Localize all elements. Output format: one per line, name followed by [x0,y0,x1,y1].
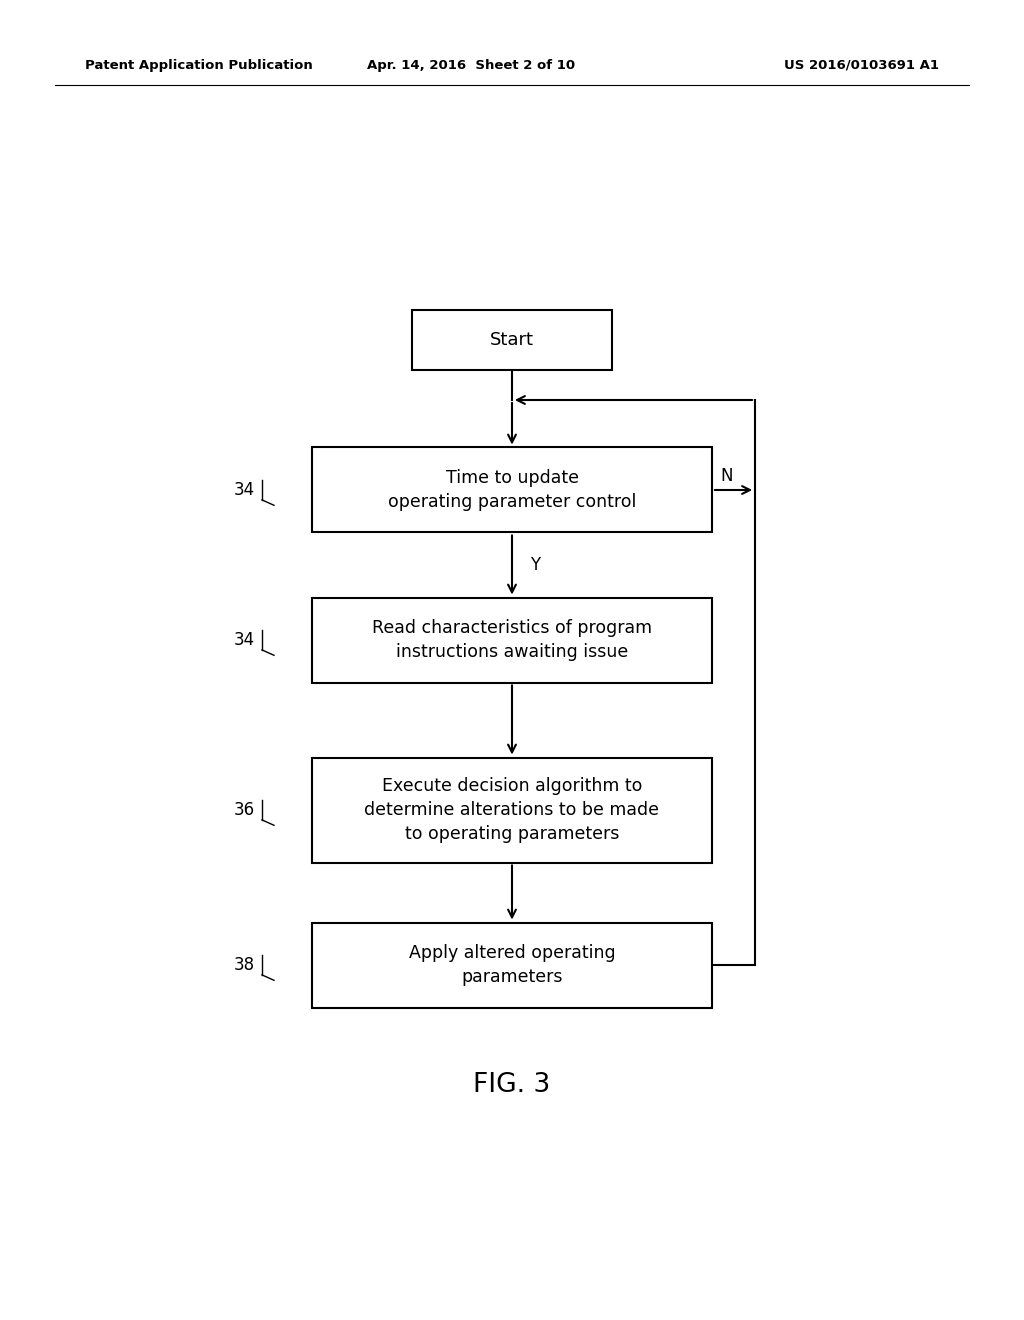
Text: Patent Application Publication: Patent Application Publication [85,58,312,71]
Text: Time to update
operating parameter control: Time to update operating parameter contr… [388,469,636,511]
Bar [312,758,712,862]
Text: Y: Y [530,556,540,574]
Bar [312,598,712,682]
Text: Apr. 14, 2016  Sheet 2 of 10: Apr. 14, 2016 Sheet 2 of 10 [367,58,575,71]
Bar [312,447,712,532]
Text: 36: 36 [233,801,255,818]
Text: Read characteristics of program
instructions awaiting issue: Read characteristics of program instruct… [372,619,652,661]
Text: 34: 34 [233,480,255,499]
Text: 38: 38 [233,956,255,974]
Text: Execute decision algorithm to
determine alterations to be made
to operating para: Execute decision algorithm to determine … [365,777,659,842]
Text: Start: Start [490,331,534,348]
Text: FIG. 3: FIG. 3 [473,1072,551,1098]
Text: 34: 34 [233,631,255,649]
Bar [412,310,612,370]
Text: N: N [720,467,732,484]
Bar [312,923,712,1007]
Text: Apply altered operating
parameters: Apply altered operating parameters [409,944,615,986]
Text: US 2016/0103691 A1: US 2016/0103691 A1 [784,58,939,71]
